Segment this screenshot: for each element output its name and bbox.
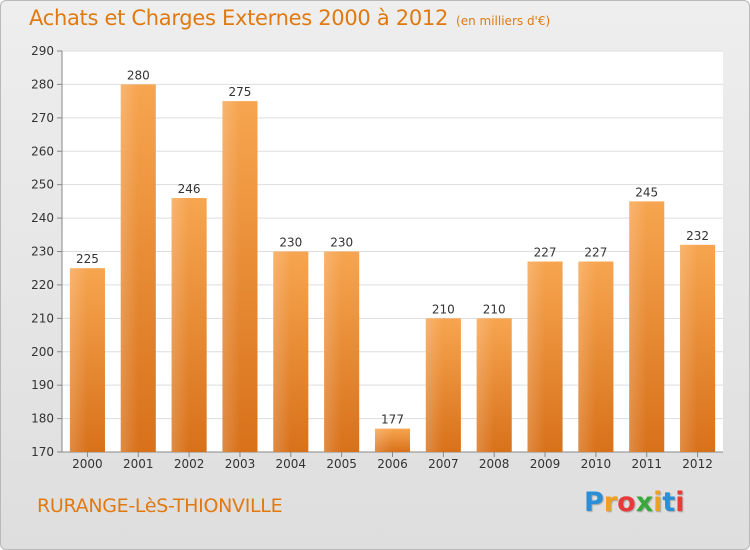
logo-letter: i — [675, 487, 685, 518]
chart-title-text: Achats et Charges Externes 2000 à 2012 — [29, 6, 449, 30]
chart-title: Achats et Charges Externes 2000 à 2012 (e… — [29, 6, 550, 30]
x-tick-label: 2003 — [225, 457, 256, 471]
bar-highlight — [476, 318, 495, 452]
bar-value-label: 230 — [279, 236, 302, 250]
x-tick-label: 2007 — [428, 457, 459, 471]
bar-value-label: 210 — [483, 302, 506, 316]
y-tick-label: 220 — [31, 278, 54, 292]
x-tick-label: 2010 — [581, 457, 612, 471]
bar-value-label: 245 — [635, 185, 658, 199]
location-label: RURANGE-LèS-THIONVILLE — [37, 495, 283, 517]
y-tick-label: 270 — [31, 111, 54, 125]
proxiti-logo[interactable]: Proxiti — [584, 487, 685, 518]
bars — [69, 84, 716, 453]
y-tick-label: 260 — [31, 144, 54, 158]
bar-highlight — [69, 268, 88, 452]
y-tick-label: 180 — [31, 412, 54, 426]
bar-highlight — [120, 84, 139, 453]
bar-highlight — [578, 261, 596, 452]
x-tick-label: 2001 — [123, 457, 154, 471]
logo-letter: t — [662, 487, 676, 518]
value-labels: 225 280 246 275 230 230 177 210 210 227 227 245 232 — [76, 68, 709, 426]
y-tick-label: 230 — [31, 245, 54, 259]
bar-value-label: 210 — [432, 302, 455, 316]
bar-value-label: 225 — [76, 252, 99, 266]
bar-value-label: 232 — [686, 229, 709, 243]
bar-value-label: 280 — [127, 68, 150, 82]
x-tick-label: 2012 — [682, 457, 713, 471]
chart-subtitle: (en milliers d'€) — [456, 14, 551, 28]
bar-value-label: 246 — [178, 182, 201, 196]
x-tick-label: 2011 — [631, 457, 662, 471]
bar-highlight — [527, 261, 546, 452]
y-tick-label: 240 — [31, 211, 54, 225]
bar-highlight — [374, 428, 393, 452]
bar-highlight — [629, 201, 647, 452]
y-tick-label: 190 — [31, 378, 54, 392]
bar-value-label: 275 — [229, 85, 252, 99]
bar-value-label: 227 — [534, 246, 557, 260]
y-tick-label: 170 — [31, 445, 54, 459]
logo-letter: x — [635, 487, 654, 518]
x-tick-label: 2004 — [276, 457, 307, 471]
x-tick-label: 2000 — [72, 457, 103, 471]
bar-highlight — [425, 318, 444, 452]
logo-letter: o — [617, 487, 636, 518]
bar-value-label: 177 — [381, 413, 404, 427]
y-axis-labels: 170 180 190 200 210 220 230 240 250 260 270 280 290 — [31, 44, 54, 459]
y-tick-label: 250 — [31, 178, 54, 192]
logo-letter: r — [603, 487, 618, 518]
y-tick-label: 290 — [31, 44, 54, 58]
bar-value-label: 230 — [330, 236, 353, 250]
bar-highlight — [273, 251, 291, 452]
x-axis-labels: 2000 2001 2002 2003 2004 2005 2006 2007 2008 2009… — [72, 457, 713, 471]
x-tick-label: 2005 — [326, 457, 357, 471]
bar-highlight — [680, 244, 698, 452]
bar-value-label: 227 — [584, 246, 607, 260]
bar-highlight — [171, 198, 190, 452]
x-tick-label: 2009 — [530, 457, 561, 471]
logo-letter: P — [584, 487, 604, 518]
y-tick-label: 200 — [31, 345, 54, 359]
x-tick-label: 2008 — [479, 457, 510, 471]
bar-highlight — [222, 101, 240, 452]
y-tick-label: 280 — [31, 77, 54, 91]
x-tick-label: 2006 — [377, 457, 408, 471]
x-tick-label: 2002 — [174, 457, 205, 471]
logo-letter: i — [653, 487, 663, 518]
bar-highlight — [324, 251, 342, 452]
y-tick-label: 210 — [31, 311, 54, 325]
